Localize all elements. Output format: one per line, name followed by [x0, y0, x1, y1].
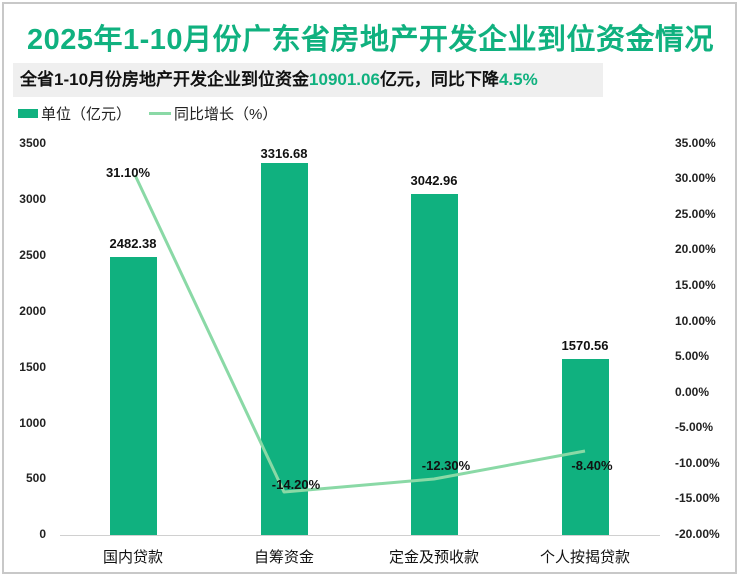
left-axis-tick: 0 [39, 527, 46, 541]
line-value-label: -12.30% [421, 458, 471, 473]
bar-personal-mortgage [562, 359, 609, 535]
right-axis-tick: 35.00% [675, 136, 716, 150]
left-axis-tick: 2000 [19, 304, 46, 318]
chart-title: 2025年1-10月份广东省房地产开发企业到位资金情况 [26, 24, 715, 56]
right-axis-tick: 15.00% [675, 278, 716, 292]
right-axis-tick: 5.00% [675, 349, 710, 363]
left-axis-tick: 1000 [19, 416, 46, 430]
right-axis-tick: 25.00% [675, 207, 716, 221]
x-axis-label: 个人按揭贷款 [539, 549, 630, 566]
right-axis-tick: 30.00% [675, 171, 716, 185]
bar-self-raised-funds [261, 163, 308, 535]
subtitle-prefix: 全省1-10月份房地产开发企业到位资金 [20, 70, 310, 89]
right-axis-tick: -15.00% [675, 491, 720, 505]
legend-line-label: 同比增长（%） [174, 106, 278, 123]
left-axis-tick: 500 [25, 471, 46, 485]
subtitle-decline: 4.5% [498, 70, 538, 89]
subtitle-mid: 亿元，同比下降 [379, 70, 499, 89]
bar-value-label: 3316.68 [260, 146, 308, 161]
right-axis-tick: -20.00% [675, 527, 720, 541]
left-axis-tick: 3000 [19, 192, 46, 206]
bar-domestic-loans [110, 257, 157, 535]
left-axis-tick: 3500 [19, 136, 46, 150]
legend-line-swatch [149, 112, 172, 115]
right-axis-tick: 10.00% [675, 314, 716, 328]
x-axis-label: 定金及预收款 [388, 549, 479, 566]
chart-subtitle: 全省1-10月份房地产开发企业到位资金10901.06亿元，同比下降4.5% [13, 63, 603, 97]
line-value-label: -8.40% [571, 458, 613, 473]
left-axis-tick: 1500 [19, 360, 46, 374]
line-value-label: 31.10% [105, 165, 151, 180]
bar-value-label: 1570.56 [561, 338, 609, 353]
left-axis-tick: 2500 [19, 248, 46, 262]
legend-bar-swatch [18, 109, 38, 118]
x-axis-line [60, 535, 660, 536]
right-axis-tick: -10.00% [675, 456, 720, 470]
legend-bar-label: 单位（亿元） [41, 106, 132, 123]
bar-value-label: 3042.96 [410, 173, 458, 188]
bar-value-label: 2482.38 [109, 236, 157, 251]
right-axis-tick: -5.00% [675, 420, 714, 434]
line-value-label: -14.20% [271, 477, 321, 492]
subtitle-total: 10901.06 [309, 70, 380, 89]
right-axis-tick: 0.00% [675, 385, 710, 399]
right-axis-tick: 20.00% [675, 242, 716, 256]
chart-legend: 单位（亿元） 同比增长（%） [18, 103, 277, 124]
x-axis-label: 国内贷款 [102, 549, 163, 566]
x-axis-label: 自筹资金 [253, 549, 314, 566]
